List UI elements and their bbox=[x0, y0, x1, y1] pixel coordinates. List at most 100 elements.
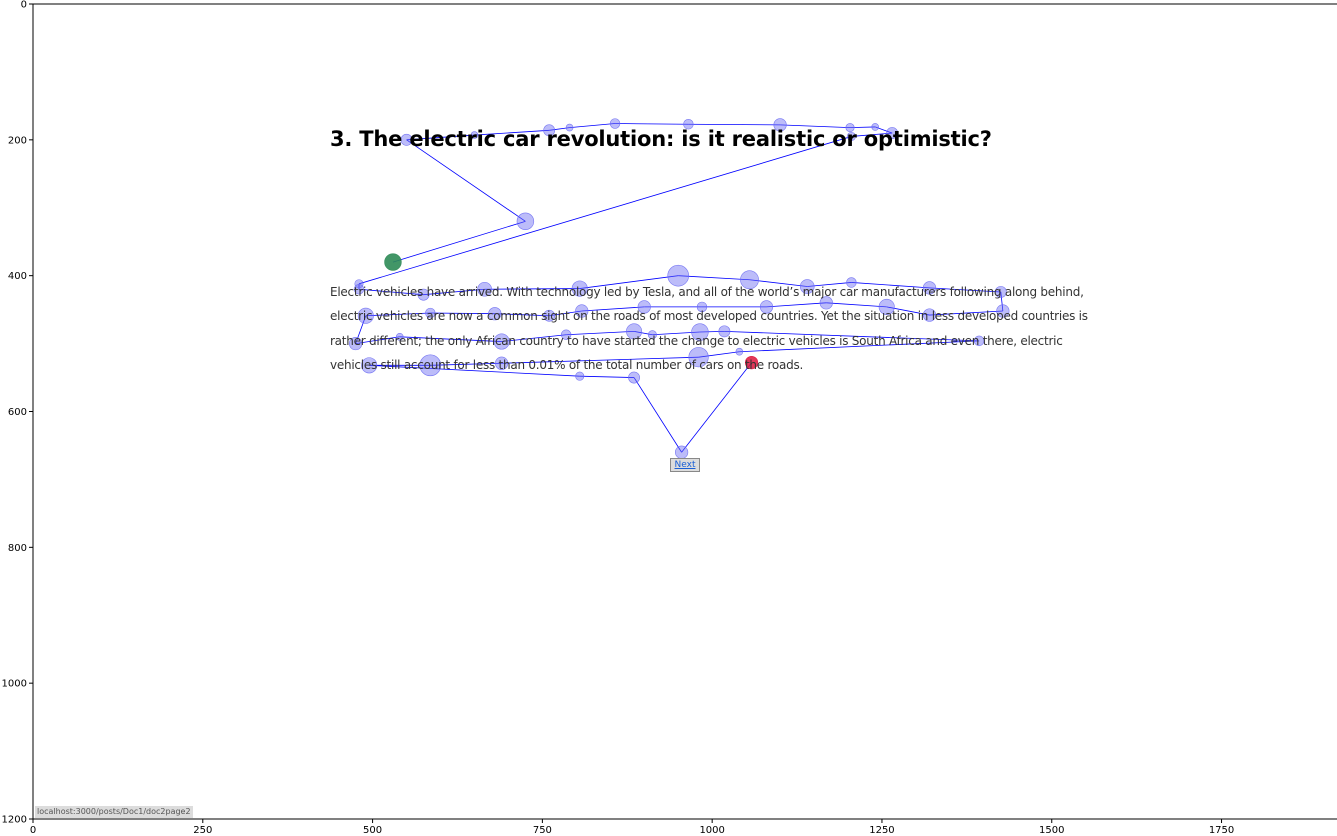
scanpath-segment bbox=[369, 364, 580, 377]
fixation-point bbox=[735, 347, 744, 356]
fixation-point bbox=[349, 336, 363, 351]
fixation-point bbox=[799, 279, 815, 294]
scanpath-segment bbox=[430, 362, 502, 366]
x-tick-label: 1750 bbox=[1209, 825, 1234, 836]
scanpath-segment bbox=[581, 306, 645, 312]
fixation-point bbox=[470, 131, 479, 139]
fixation-point bbox=[609, 118, 621, 129]
x-tick-label: 750 bbox=[533, 825, 552, 836]
scanpath-segment bbox=[1000, 291, 1004, 312]
fixation-point bbox=[922, 308, 937, 322]
scanpath-segment bbox=[392, 220, 526, 263]
next-button[interactable]: Next bbox=[670, 458, 700, 472]
scanpath-segment bbox=[430, 312, 495, 315]
scanpath-segment bbox=[724, 330, 980, 342]
fixation-point bbox=[846, 131, 856, 141]
scanpath-segment bbox=[365, 312, 431, 317]
y-tick-label: 200 bbox=[8, 135, 27, 146]
x-tick-label: 1500 bbox=[1039, 825, 1064, 836]
fixation-point bbox=[647, 330, 657, 340]
fixation-point bbox=[488, 307, 502, 321]
fixation-point bbox=[516, 212, 535, 231]
scanpath-segment bbox=[699, 330, 725, 333]
fixation-point bbox=[886, 127, 899, 139]
fixation-point bbox=[691, 323, 709, 341]
scanpath-segment bbox=[929, 310, 1003, 316]
scanpath-segment bbox=[851, 282, 930, 289]
fixation-point bbox=[846, 277, 857, 288]
fixation-point bbox=[667, 264, 690, 287]
scanpath-segment bbox=[358, 288, 424, 296]
scanpath-segment bbox=[501, 356, 699, 364]
scanpath-segment bbox=[698, 351, 740, 358]
fixation-points bbox=[349, 118, 1010, 459]
x-tick-label: 250 bbox=[193, 825, 212, 836]
fixation-point bbox=[696, 301, 708, 313]
scanpath-segment bbox=[423, 288, 485, 296]
fixation-point bbox=[565, 123, 574, 132]
fixation-point bbox=[477, 281, 492, 297]
fixation-point bbox=[819, 296, 833, 310]
fixation-point bbox=[994, 286, 1007, 298]
scanpath-segment bbox=[929, 287, 1001, 293]
scanpath-segment bbox=[807, 282, 852, 287]
scanpath-segment bbox=[474, 129, 550, 136]
fixation-point bbox=[575, 371, 585, 381]
scanpath-segment bbox=[886, 306, 930, 316]
fixation-point bbox=[419, 354, 442, 377]
scanpath-segment bbox=[501, 334, 567, 342]
y-tick-label: 600 bbox=[8, 407, 27, 418]
fixation-point bbox=[718, 325, 731, 338]
fixation-point bbox=[759, 300, 774, 314]
fixation-point bbox=[571, 280, 588, 297]
scanpath-segment bbox=[678, 275, 750, 281]
end-fixation-point bbox=[744, 356, 759, 370]
x-tick-label: 1250 bbox=[869, 825, 894, 836]
scanpath-segment bbox=[399, 336, 502, 342]
fixation-point bbox=[996, 304, 1010, 318]
scanpath-segment bbox=[355, 315, 367, 344]
fixation-point bbox=[922, 281, 937, 295]
fixation-point bbox=[773, 118, 787, 132]
scanpath-segment bbox=[766, 302, 827, 308]
fixation-point bbox=[688, 347, 709, 368]
fixation-point bbox=[357, 307, 374, 324]
fixation-point bbox=[628, 371, 640, 384]
scanpath-segment bbox=[358, 136, 852, 285]
scanpath-segment bbox=[579, 275, 679, 289]
y-tick-label: 800 bbox=[8, 543, 27, 554]
fixation-point bbox=[361, 357, 378, 374]
y-tick-label: 1200 bbox=[2, 815, 27, 826]
fixation-point bbox=[740, 270, 759, 290]
fixation-point bbox=[871, 123, 879, 131]
scanpath-segment bbox=[739, 340, 980, 353]
fixation-point bbox=[354, 279, 364, 289]
fixation-point bbox=[353, 284, 365, 295]
scanpath-segment bbox=[615, 123, 689, 125]
fixation-point bbox=[395, 332, 404, 341]
start-fixation-point bbox=[384, 253, 402, 271]
fixation-point bbox=[575, 304, 589, 318]
fixation-point bbox=[973, 335, 985, 347]
scanpath-segment bbox=[688, 123, 781, 126]
scanpath-segment bbox=[652, 331, 700, 336]
fixation-point bbox=[675, 445, 689, 459]
x-tick-label: 500 bbox=[363, 825, 382, 836]
scanpath-segment bbox=[749, 279, 808, 287]
scanpath-segment bbox=[569, 123, 616, 129]
scanpath-segment bbox=[681, 362, 752, 453]
fixation-point bbox=[495, 356, 509, 370]
fixation-point bbox=[400, 133, 413, 146]
y-tick-label: 400 bbox=[8, 271, 27, 282]
fixation-point bbox=[425, 307, 436, 319]
scanpath-segment bbox=[780, 124, 851, 129]
x-tick-label: 0 bbox=[30, 825, 36, 836]
x-tick-label: 1000 bbox=[699, 825, 724, 836]
fixation-point bbox=[493, 333, 510, 350]
scanpath-segment bbox=[406, 134, 475, 141]
scanpath-segment bbox=[566, 330, 635, 336]
scanpath-lines bbox=[355, 123, 1004, 453]
fixation-point bbox=[683, 119, 694, 130]
